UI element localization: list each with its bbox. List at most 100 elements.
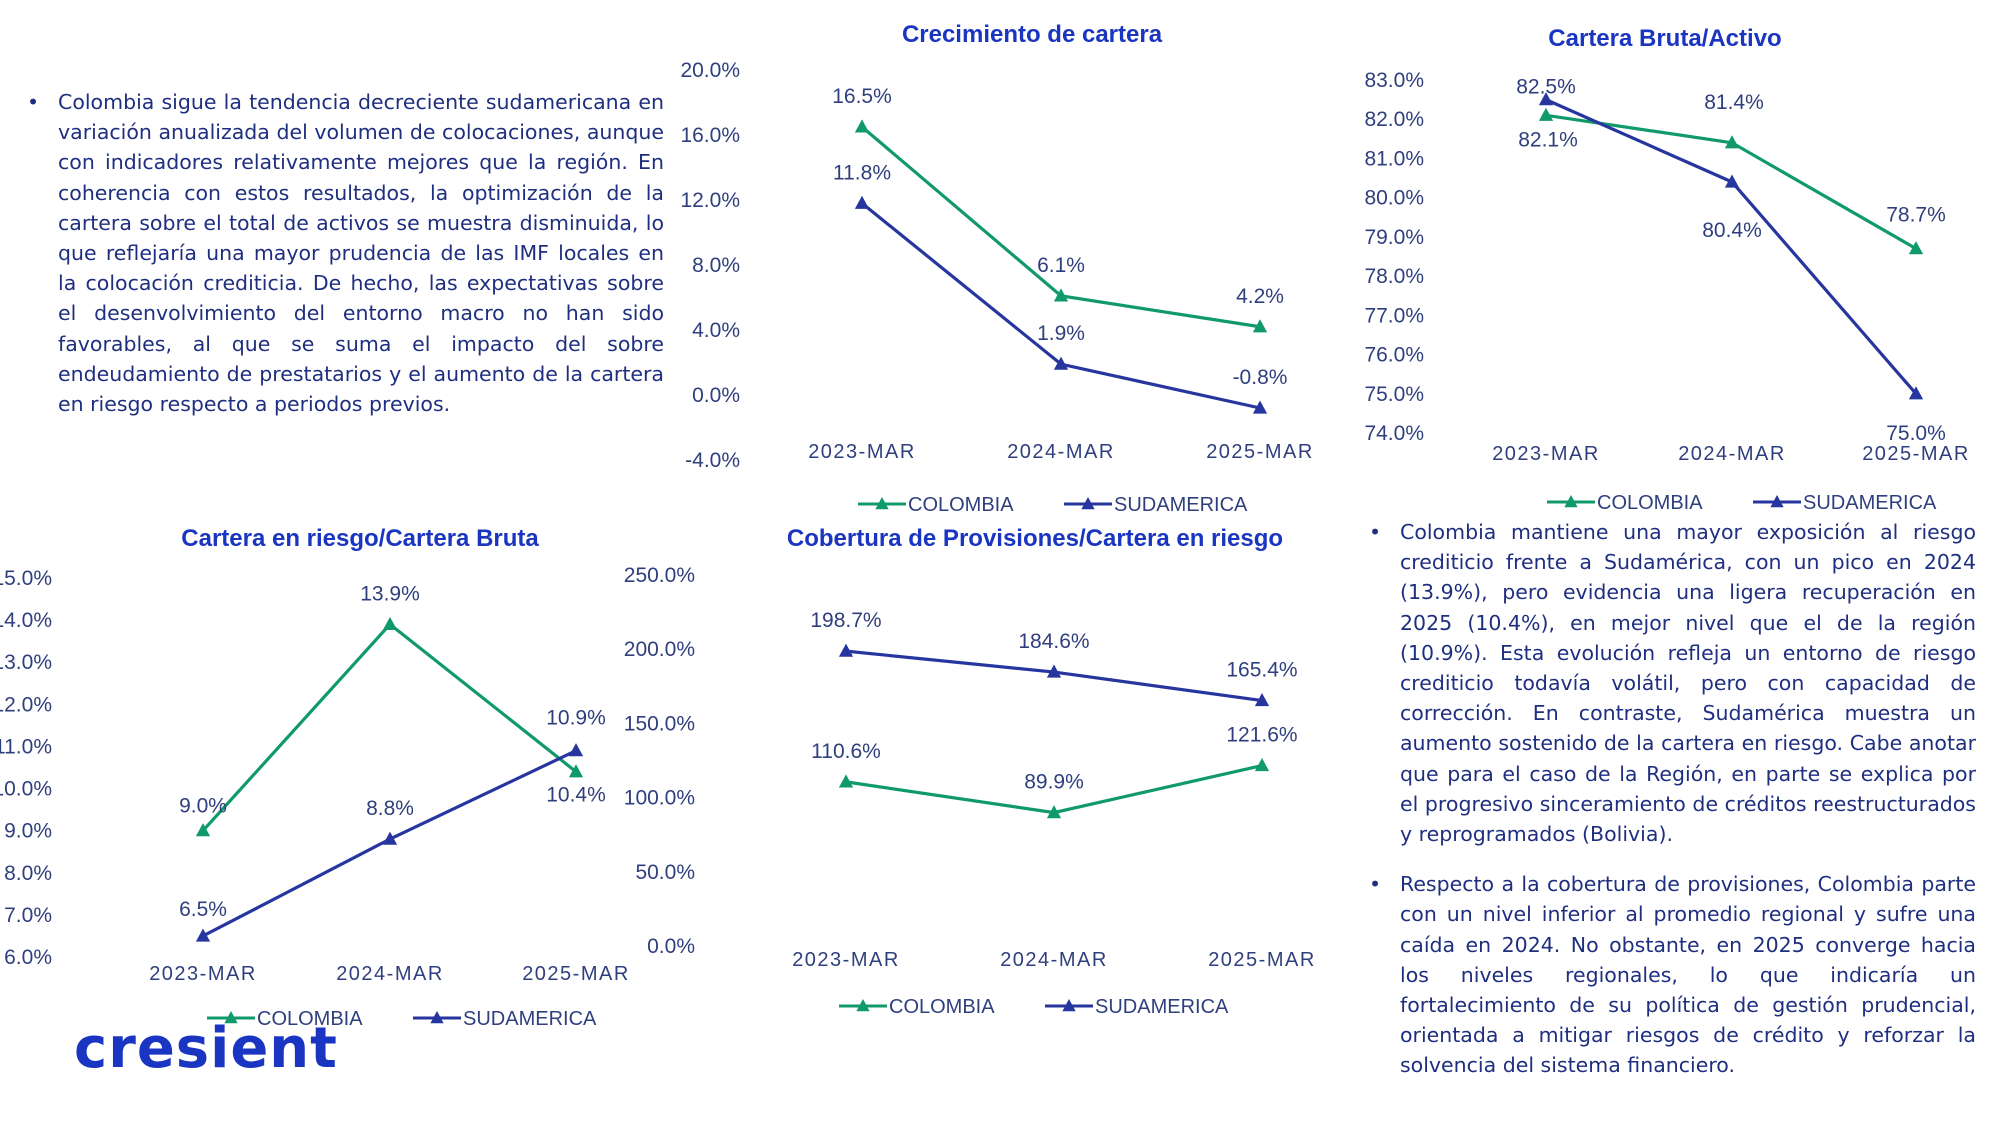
data-label: 8.8%	[366, 797, 414, 820]
data-point-marker	[1724, 135, 1740, 149]
legend-marker	[1062, 999, 1076, 1012]
data-label: 4.2%	[1236, 285, 1284, 308]
data-point-marker	[1252, 319, 1268, 333]
data-point-marker	[195, 823, 211, 837]
chart-title: Cartera Bruta/Activo	[1548, 25, 1781, 52]
data-label: 10.9%	[546, 707, 606, 730]
data-label: 9.0%	[179, 795, 227, 818]
x-tick-label: 2025-MAR	[522, 963, 630, 985]
y-tick-label: 20.0%	[680, 59, 740, 82]
y-tick-label: 75.0%	[1364, 383, 1424, 406]
text-block-right: Colombia mantiene una mayor exposición a…	[1366, 517, 1976, 1101]
data-label: 82.1%	[1518, 128, 1578, 151]
y-tick-label: 15.0%	[0, 567, 52, 590]
y-tick-label: 4.0%	[692, 319, 740, 342]
y-tick-label: 80.0%	[1364, 187, 1424, 210]
y-tick-label: 11.0%	[0, 735, 52, 758]
chart-cobertura-provisiones: Cobertura de Provisiones/Cartera en ries…	[624, 525, 1316, 1018]
y-tick-label: 6.0%	[4, 946, 52, 969]
data-label: 6.5%	[179, 898, 227, 921]
data-label: 184.6%	[1018, 630, 1089, 653]
x-tick-label: 2025-MAR	[1206, 441, 1314, 463]
data-point-marker	[1908, 386, 1924, 400]
y-tick-label: 14.0%	[0, 609, 52, 632]
data-point-marker	[1254, 693, 1270, 707]
legend-label: SUDAMERICA	[1803, 492, 1937, 514]
data-label: -0.8%	[1233, 366, 1288, 389]
y-tick-label: 8.0%	[692, 254, 740, 277]
data-point-marker	[1724, 174, 1740, 188]
y-tick-label: 12.0%	[680, 189, 740, 212]
x-tick-label: 2024-MAR	[1000, 949, 1108, 971]
legend-label: SUDAMERICA	[463, 1008, 597, 1030]
x-tick-label: 2023-MAR	[1492, 443, 1600, 465]
y-tick-label: 100.0%	[624, 787, 695, 810]
x-tick-label: 2024-MAR	[1007, 441, 1115, 463]
bullet-paragraph-1: Colombia sigue la tendencia decreciente …	[24, 87, 664, 419]
data-label: 82.5%	[1516, 76, 1576, 99]
data-point-marker	[568, 764, 584, 778]
y-tick-label: 77.0%	[1364, 304, 1424, 327]
y-tick-label: 0.0%	[647, 935, 695, 958]
legend-label: COLOMBIA	[1597, 492, 1703, 514]
data-point-marker	[1254, 758, 1270, 772]
data-label: 81.4%	[1704, 91, 1764, 114]
data-point-marker	[1538, 92, 1554, 106]
data-label: 198.7%	[810, 609, 881, 632]
data-point-marker	[1046, 664, 1062, 678]
data-label: 13.9%	[360, 582, 420, 605]
y-tick-label: 8.0%	[4, 862, 52, 885]
legend-marker	[1770, 495, 1784, 508]
chart-title: Cartera en riesgo/Cartera Bruta	[181, 525, 539, 552]
x-tick-label: 2023-MAR	[792, 949, 900, 971]
y-tick-label: 78.0%	[1364, 265, 1424, 288]
y-tick-label: 0.0%	[692, 384, 740, 407]
x-tick-label: 2023-MAR	[149, 963, 257, 985]
legend-label: SUDAMERICA	[1095, 996, 1229, 1018]
data-label: 6.1%	[1037, 254, 1085, 277]
y-tick-label: 16.0%	[680, 124, 740, 147]
y-tick-label: 79.0%	[1364, 226, 1424, 249]
y-tick-label: 150.0%	[624, 712, 695, 735]
legend-marker	[224, 1011, 238, 1024]
data-label: 165.4%	[1226, 659, 1297, 682]
y-tick-label: -4.0%	[685, 449, 740, 472]
cresient-logo: cresient	[74, 1016, 338, 1081]
x-tick-label: 2024-MAR	[1678, 443, 1786, 465]
data-point-marker	[195, 928, 211, 942]
data-point-marker	[1538, 107, 1554, 121]
x-tick-label: 2025-MAR	[1208, 949, 1316, 971]
y-tick-label: 7.0%	[4, 904, 52, 927]
data-point-marker	[854, 195, 870, 209]
y-tick-label: 10.0%	[0, 778, 52, 801]
y-tick-label: 76.0%	[1364, 344, 1424, 367]
data-point-marker	[382, 616, 398, 630]
y-tick-label: 50.0%	[635, 861, 695, 884]
y-tick-label: 13.0%	[0, 651, 52, 674]
data-label: 1.9%	[1037, 322, 1085, 345]
data-point-marker	[1053, 356, 1069, 370]
text-block-left: Colombia sigue la tendencia decreciente …	[24, 87, 664, 419]
y-tick-label: 12.0%	[0, 693, 52, 716]
data-point-marker	[1252, 400, 1268, 414]
chart-title: Cobertura de Provisiones/Cartera en ries…	[787, 525, 1283, 552]
data-point-marker	[838, 774, 854, 788]
data-point-marker	[568, 743, 584, 757]
x-tick-label: 2023-MAR	[808, 441, 916, 463]
y-tick-label: 9.0%	[4, 820, 52, 843]
x-tick-label: 2024-MAR	[336, 963, 444, 985]
data-label: 10.4%	[546, 784, 606, 807]
data-label: 11.8%	[833, 161, 891, 184]
data-point-marker	[1046, 805, 1062, 819]
data-label: 78.7%	[1886, 204, 1946, 227]
legend-marker	[875, 497, 889, 510]
legend-marker	[1081, 497, 1095, 510]
y-tick-label: 250.0%	[624, 564, 695, 587]
bullet-paragraph-3: Respecto a la cobertura de provisiones, …	[1366, 869, 1976, 1080]
series-line-sudamerica	[860, 202, 1261, 410]
y-tick-label: 83.0%	[1364, 69, 1424, 92]
data-label: 16.5%	[832, 85, 892, 108]
data-label: 89.9%	[1024, 771, 1084, 794]
legend-label: COLOMBIA	[889, 996, 995, 1018]
legend-label: COLOMBIA	[257, 1008, 363, 1030]
